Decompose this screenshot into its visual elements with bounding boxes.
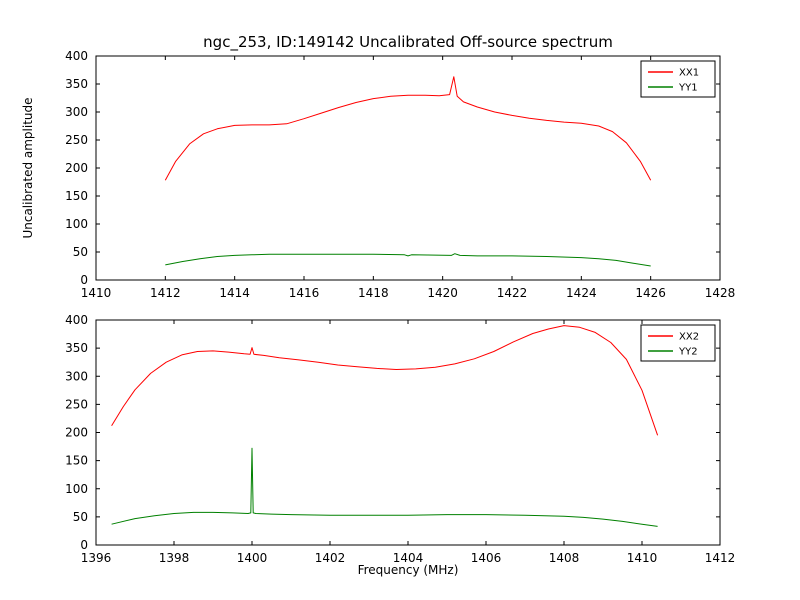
y-tick-label: 50 (73, 245, 88, 259)
series-line-XX2 (111, 325, 659, 436)
y-tick-label: 200 (65, 161, 88, 175)
y-tick-label: 150 (65, 189, 88, 203)
y-tick-label: 150 (65, 454, 88, 468)
legend-label: YY1 (678, 83, 698, 94)
x-tick-label: 1412 (150, 286, 181, 300)
figure-title: ngc_253, ID:149142 Uncalibrated Off-sour… (203, 33, 613, 51)
series-line-XX1 (164, 76, 652, 181)
y-tick-label: 400 (65, 313, 88, 327)
x-tick-label: 1398 (159, 551, 190, 565)
x-tick-label: 1426 (635, 286, 666, 300)
x-tick-label: 1410 (81, 286, 112, 300)
x-tick-label: 1414 (219, 286, 250, 300)
y-tick-label: 250 (65, 133, 88, 147)
y-tick-label: 200 (65, 426, 88, 440)
x-tick-label: 1418 (358, 286, 389, 300)
y-tick-label: 350 (65, 77, 88, 91)
x-tick-label: 1416 (289, 286, 320, 300)
x-tick-label: 1410 (627, 551, 658, 565)
x-tick-label: 1404 (393, 551, 424, 565)
x-tick-label: 1422 (497, 286, 528, 300)
y-tick-label: 0 (80, 538, 88, 552)
axes-frame (95, 55, 721, 281)
legend-box (640, 60, 716, 98)
y-tick-label: 400 (65, 49, 88, 63)
legend-box (640, 324, 716, 362)
legend-label: YY2 (678, 347, 698, 358)
x-tick-label: 1396 (81, 551, 112, 565)
x-tick-label: 1412 (705, 551, 736, 565)
series-line-YY1 (165, 253, 651, 267)
y-tick-label: 100 (65, 217, 88, 231)
x-tick-label: 1400 (237, 551, 268, 565)
y-tick-label: 250 (65, 397, 88, 411)
subplot-bottom: 1396 1398 1400 1402 1404 1406 1408 1410 1412 0 50 1… (65, 313, 735, 565)
y-tick-label: 300 (65, 105, 88, 119)
axes-frame (95, 319, 721, 546)
y-tick-label: 50 (73, 510, 88, 524)
series-line-YY2 (111, 447, 658, 527)
subplot-top: 1410 1412 1414 1416 1418 1420 1422 1424 1426 1428… (65, 49, 735, 300)
x-tick-label: 1408 (549, 551, 580, 565)
legend-label: XX1 (679, 68, 699, 79)
y-tick-label: 300 (65, 369, 88, 383)
x-axis-label: Frequency (MHz) (357, 563, 459, 577)
x-tick-label: 1402 (315, 551, 346, 565)
x-tick-label: 1428 (705, 286, 736, 300)
x-tick-label: 1420 (427, 286, 458, 300)
y-tick-label: 0 (80, 273, 88, 287)
x-tick-label: 1424 (566, 286, 597, 300)
x-tick-label: 1406 (471, 551, 502, 565)
y-tick-label: 350 (65, 341, 88, 355)
y-tick-label: 100 (65, 482, 88, 496)
legend-label: XX2 (679, 332, 699, 343)
